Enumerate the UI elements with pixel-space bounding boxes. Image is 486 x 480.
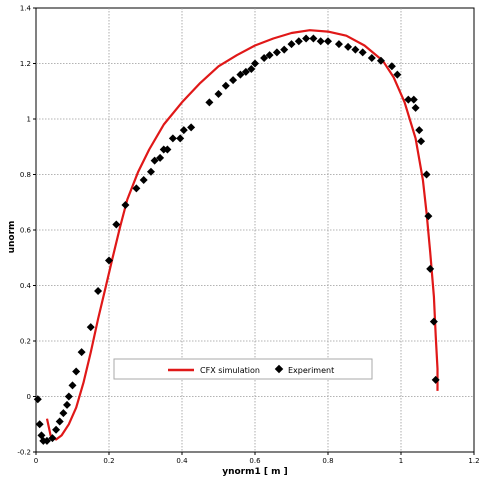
experiment-point (422, 170, 431, 179)
experiment-point (241, 67, 250, 76)
experiment-point (426, 264, 435, 273)
experiment-point (334, 40, 343, 49)
experiment-point (132, 184, 141, 193)
experiment-point (309, 34, 318, 43)
experiment-point (168, 134, 177, 143)
experiment-point (411, 103, 420, 112)
x-tick-label: 0 (34, 457, 38, 465)
y-tick-label: 0 (27, 393, 31, 401)
experiment-point (150, 156, 159, 165)
experiment-point (59, 409, 68, 418)
legend-diamond-swatch (274, 364, 284, 374)
experiment-point (229, 76, 238, 85)
y-tick-label: 1.2 (20, 60, 31, 68)
x-tick-label: 0.6 (249, 457, 261, 465)
experiment-point (358, 48, 367, 57)
y-axis-label: unorm (7, 221, 17, 254)
experiment-point (424, 212, 433, 221)
x-tick-label: 1 (399, 457, 403, 465)
plot-area (33, 29, 440, 445)
experiment-point (55, 417, 64, 426)
experiment-point (121, 201, 130, 210)
x-axis-label: ynorm1 [ m ] (222, 467, 288, 477)
experiment-point (260, 53, 269, 62)
experiment-point (415, 126, 424, 135)
experiment-point (429, 317, 438, 326)
x-tick-label: 0.4 (176, 457, 188, 465)
experiment-point (324, 37, 332, 46)
experiment-point (187, 123, 196, 132)
experiment-point (72, 367, 81, 376)
y-tick-label: 0.2 (20, 338, 31, 346)
experiment-point (68, 381, 77, 390)
experiment-point (316, 37, 325, 46)
experiment-point (42, 436, 51, 445)
experiment-point (417, 137, 426, 146)
y-tick-label: -0.2 (17, 449, 31, 457)
experiment-point (302, 34, 311, 43)
experiment-point (139, 176, 148, 185)
experiment-point (280, 45, 289, 54)
experiment-point (367, 53, 376, 62)
experiment-point (156, 153, 165, 162)
series-line-cfx-simulation (45, 29, 439, 441)
experiment-point (251, 59, 259, 68)
experiment-point (431, 375, 440, 384)
experiment-point (351, 45, 360, 54)
x-tick-label: 0.2 (103, 457, 114, 465)
legend-label-cfx: CFX simulation (200, 366, 260, 375)
experiment-point (64, 392, 73, 401)
experiment-point (179, 126, 188, 135)
experiment-point (287, 40, 296, 49)
experiment-point (146, 167, 155, 176)
experiment-point (221, 81, 230, 90)
y-tick-label: 0.8 (20, 171, 31, 179)
experiment-point (265, 51, 274, 60)
experiment-point (404, 95, 413, 104)
experiment-point (393, 70, 402, 79)
y-tick-label: 0.6 (20, 227, 32, 235)
experiment-point (52, 425, 61, 434)
experiment-point (387, 62, 396, 71)
experiment-point (409, 95, 418, 104)
experiment-point (163, 145, 172, 154)
experiment-point (94, 287, 103, 296)
y-tick-label: 0.4 (20, 282, 32, 290)
experiment-point (77, 348, 86, 357)
experiment-point (48, 434, 57, 443)
experiment-point (294, 37, 303, 46)
tick-labels: 0 0.2 0.4 0.6 0.8 1 1.2-0.200.20.40.60.811.21.… (17, 5, 479, 466)
experiment-point (105, 256, 113, 265)
experiment-point (176, 134, 185, 143)
experiment-point (344, 42, 353, 51)
experiment-point (35, 420, 44, 429)
x-tick-label: 1.2 (468, 457, 479, 465)
y-tick-label: 1 (27, 116, 31, 124)
experiment-point (205, 98, 214, 107)
experiment-point (86, 323, 95, 332)
experiment-point (214, 90, 223, 99)
legend-box (113, 358, 373, 380)
experiment-point (236, 70, 245, 79)
experiment-point (33, 395, 42, 404)
experiment-point (112, 220, 121, 229)
legend: CFX simulation Experiment (113, 358, 373, 380)
experiment-point (272, 48, 281, 57)
experiment-point (376, 56, 385, 65)
experiment-point (63, 400, 72, 409)
y-tick-label: 1.4 (20, 5, 32, 13)
x-tick-label: 0.8 (322, 457, 333, 465)
legend-label-experiment: Experiment (288, 366, 334, 375)
experiment-point (247, 65, 256, 74)
